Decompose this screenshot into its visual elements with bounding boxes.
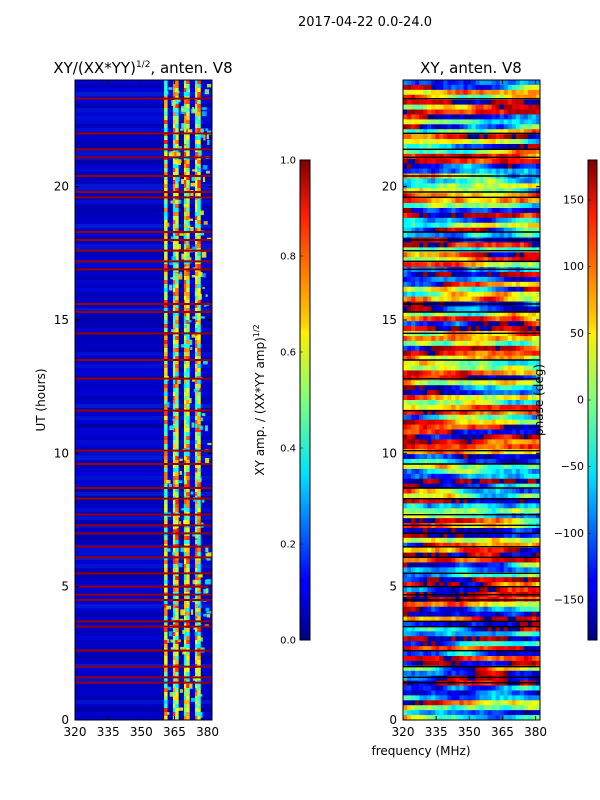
phase-panel-title: XY, anten. V8	[420, 59, 522, 77]
colorbar-tick-label: 100	[563, 260, 584, 273]
y-tick-label: 10	[382, 446, 397, 460]
y-tick-label: 20	[382, 180, 397, 194]
x-tick-label: 350	[458, 725, 481, 739]
amplitude-plot-frame	[74, 79, 213, 721]
amplitude-panel: XY/(XX*YY)1/2, anten. V8 320 335 350 365 380…	[34, 59, 233, 739]
y-tick-label: 0	[61, 713, 69, 727]
amplitude-y-axis-label: UT (hours)	[34, 368, 48, 431]
colorbar-tick-label: 0	[577, 394, 584, 407]
x-tick-label: 320	[64, 725, 87, 739]
amplitude-colorbar-label: XY amp. / (XX*YY amp)1/2	[252, 324, 267, 475]
colorbar-tick-label: 0.2	[280, 540, 296, 551]
colorbar-tick-label: 0.8	[280, 252, 296, 263]
colorbar-tick-label: −100	[554, 527, 584, 540]
amplitude-colorbar: 0.0 0.2 0.4 0.6 0.8 1.0 XY amp. / (XX*YY amp)…	[252, 156, 311, 647]
y-tick-label: 20	[54, 180, 69, 194]
colorbar-tick-label: 0.0	[280, 636, 296, 647]
colorbar-tick-label: 0.4	[280, 444, 296, 455]
y-tick-label: 15	[54, 313, 69, 327]
x-tick-label: 365	[491, 725, 514, 739]
y-tick-label: 10	[54, 446, 69, 460]
amplitude-panel-title: XY/(XX*YY)1/2, anten. V8	[53, 59, 232, 77]
colorbar-tick-label: 50	[570, 327, 584, 340]
phase-colorbar: 150 100 50 0 −50 −100 −150 phase (deg)	[532, 159, 598, 641]
x-tick-label: 335	[97, 725, 120, 739]
phase-axes: 320 335 350 365 380 0 5 10 15 20	[382, 80, 547, 739]
amplitude-colorbar-gradient	[299, 159, 311, 641]
x-tick-label: 335	[425, 725, 448, 739]
y-tick-label: 5	[61, 580, 69, 594]
phase-panel: XY, anten. V8 320 335 350 365 380 0 5 10 15 20	[382, 59, 547, 739]
colorbar-tick-label: −50	[561, 460, 584, 473]
colorbar-tick-label: 150	[563, 194, 584, 207]
x-tick-label: 365	[163, 725, 186, 739]
amplitude-axes: 320 335 350 365 380 0 5 10 15 20	[54, 80, 219, 739]
y-tick-label: 5	[389, 580, 397, 594]
figure-suptitle: 2017-04-22 0.0-24.0	[298, 15, 432, 30]
colorbar-tick-label: 0.6	[280, 348, 296, 359]
y-tick-label: 0	[389, 713, 397, 727]
colorbar-tick-label: 1.0	[280, 156, 296, 167]
x-tick-label: 380	[196, 725, 219, 739]
colorbar-tick-label: −150	[554, 594, 584, 607]
phase-plot-frame	[402, 79, 541, 721]
x-tick-label: 320	[392, 725, 415, 739]
phase-colorbar-label: phase (deg)	[532, 364, 546, 436]
x-tick-label: 350	[130, 725, 153, 739]
x-tick-label: 380	[524, 725, 547, 739]
amplitude-heatmap	[75, 80, 212, 720]
phase-heatmap	[403, 80, 540, 720]
y-tick-label: 15	[382, 313, 397, 327]
figure-x-axis-label: frequency (MHz)	[371, 744, 470, 758]
